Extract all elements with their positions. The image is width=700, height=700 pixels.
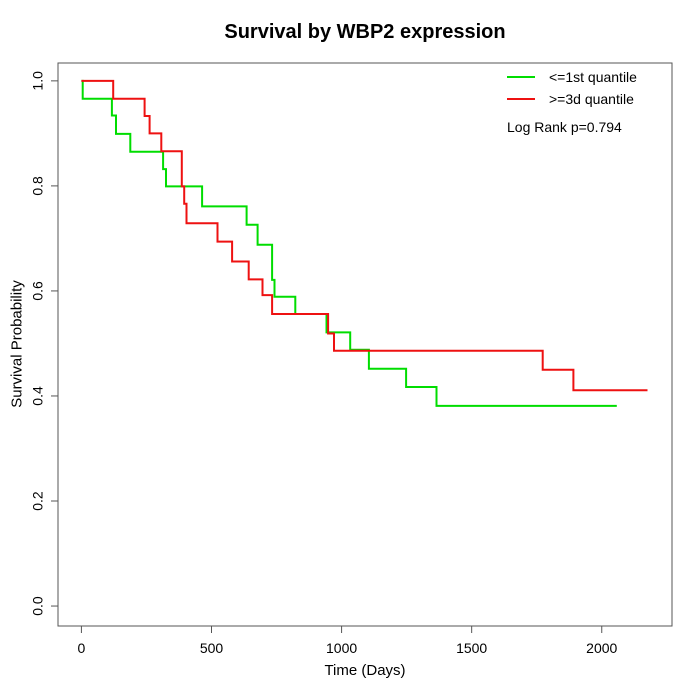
y-tick-label: 0.0: [30, 596, 46, 616]
plot-box: [57, 62, 673, 627]
y-tick-label: 0.2: [30, 491, 46, 511]
survival-curve-red: [81, 79, 648, 392]
legend-line-sample-red: [507, 98, 535, 100]
legend-label: <=1st quantile: [549, 69, 637, 85]
x-tick-label: 1500: [456, 640, 487, 656]
legend: <=1st quantile >=3d quantile Log Rank p=…: [507, 66, 637, 135]
x-tick-label: 500: [200, 640, 224, 656]
legend-item-first-quantile: <=1st quantile: [507, 66, 637, 88]
x-tick-label: 1000: [326, 640, 357, 656]
y-tick-label: 0.4: [30, 386, 46, 406]
legend-item-third-quantile: >=3d quantile: [507, 88, 637, 110]
survival-curve-green: [81, 79, 617, 407]
y-tick-label: 0.6: [30, 281, 46, 301]
y-tick-label: 1.0: [30, 71, 46, 91]
x-tick-label: 0: [78, 640, 86, 656]
legend-label: >=3d quantile: [549, 91, 634, 107]
y-tick-label: 0.8: [30, 176, 46, 196]
chart-title: Survival by WBP2 expression: [224, 21, 506, 43]
x-axis-label: Time (Days): [324, 662, 406, 679]
y-axis-label: Survival Probability: [8, 280, 26, 408]
x-tick-label: 2000: [586, 640, 617, 656]
legend-line-sample-green: [507, 76, 535, 78]
logrank-annotation: Log Rank p=0.794: [507, 119, 622, 135]
